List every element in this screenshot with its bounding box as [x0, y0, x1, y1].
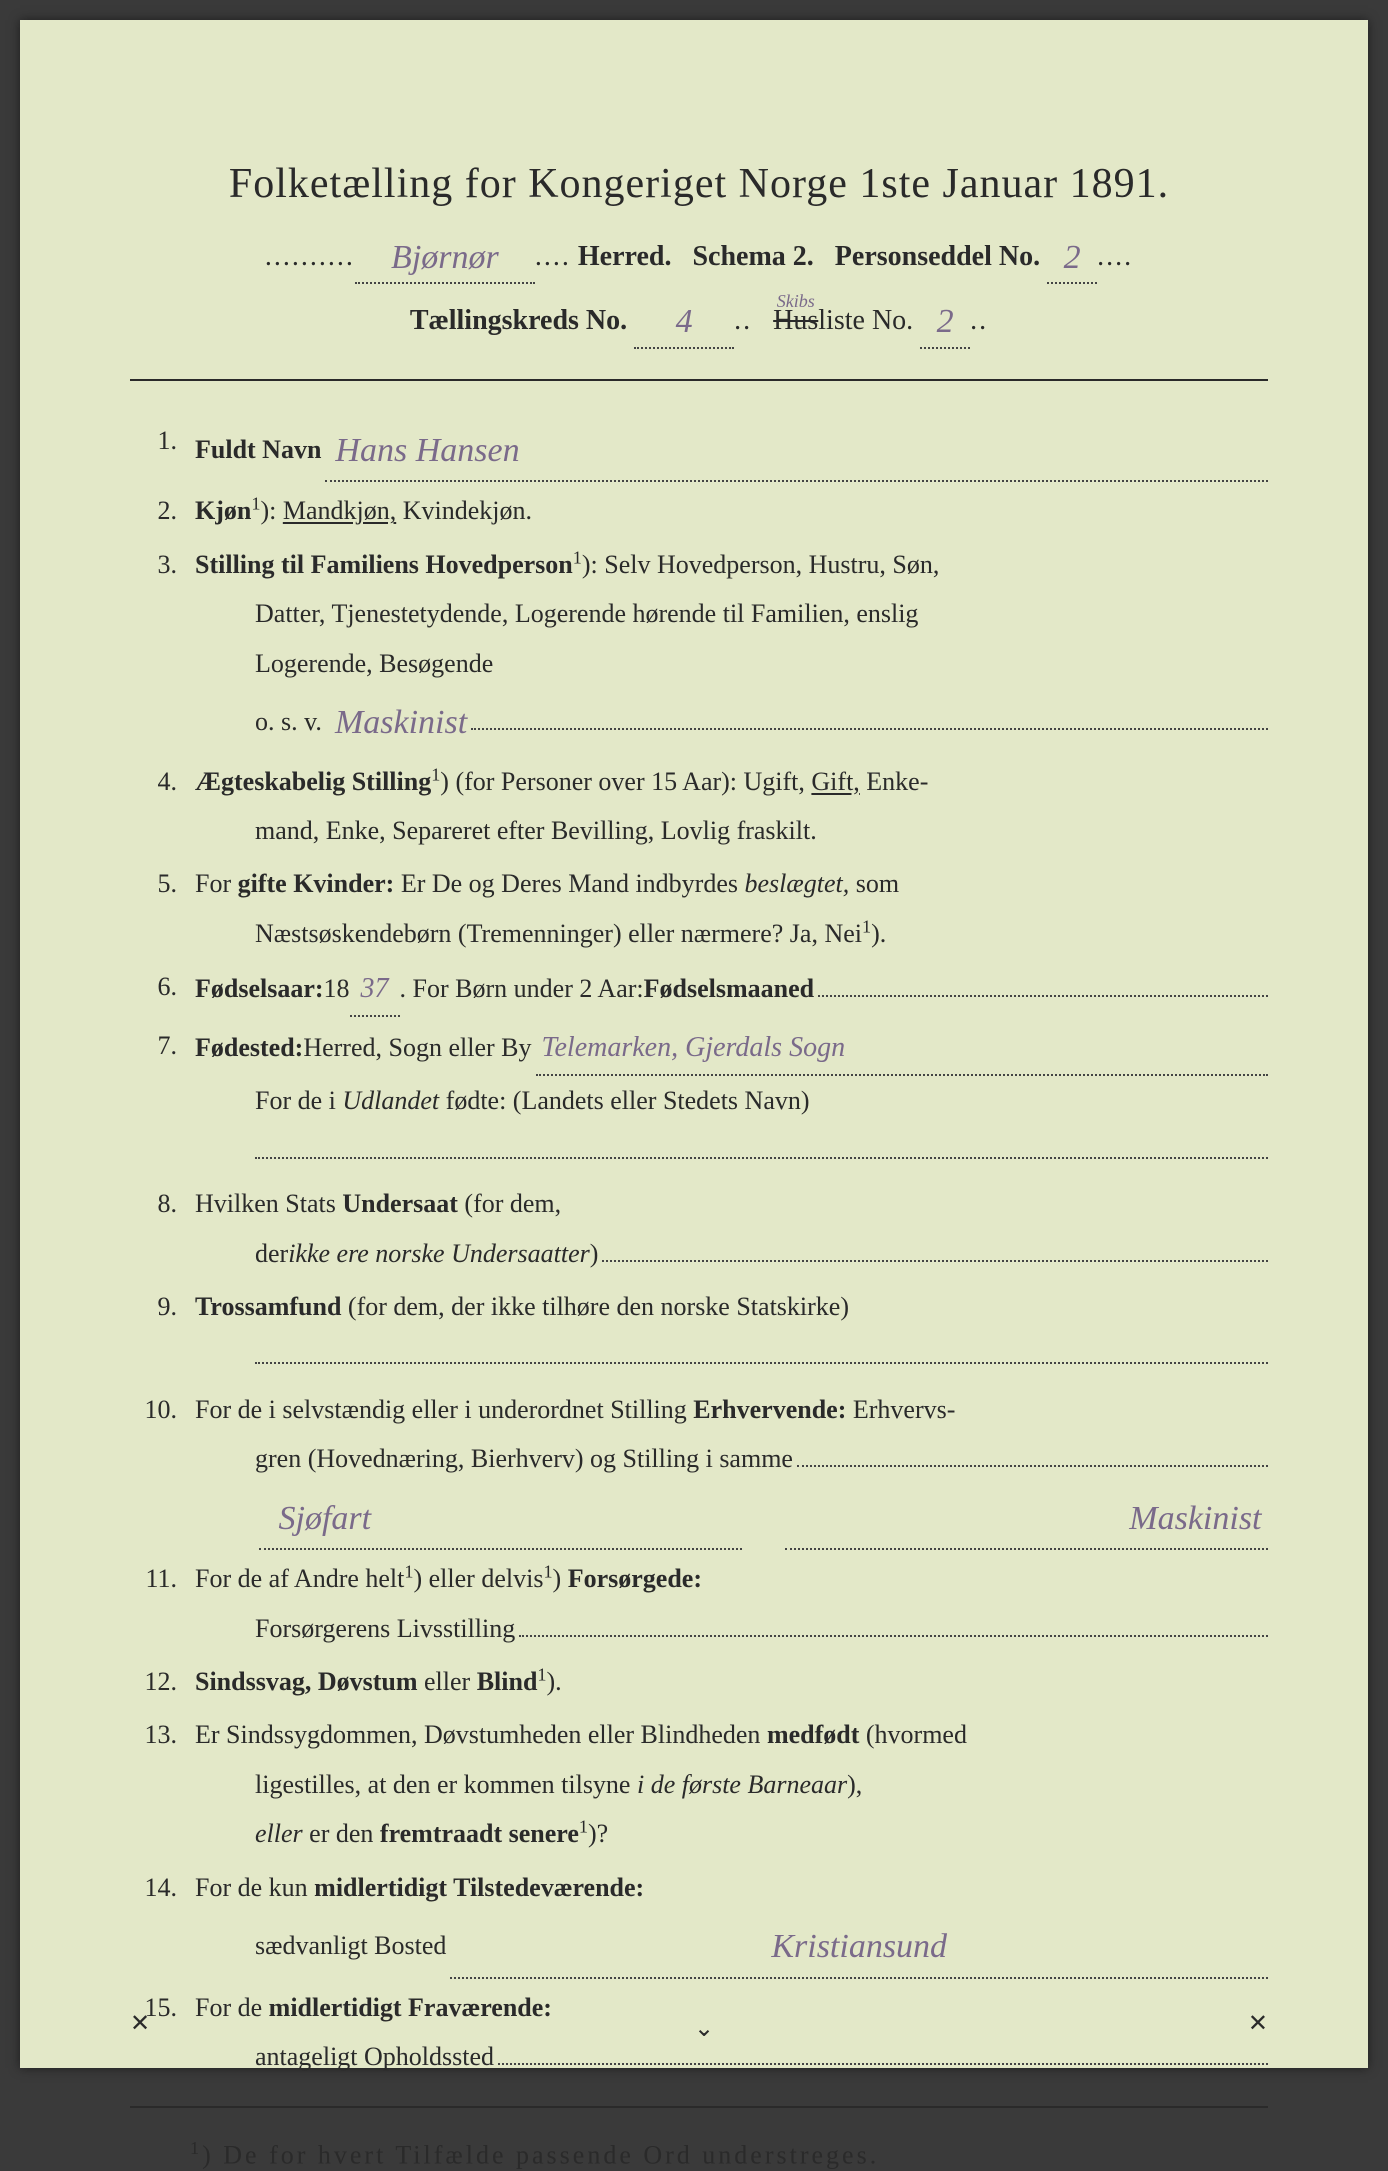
item-num: 13. — [140, 1710, 195, 1858]
item-num: 4. — [140, 757, 195, 856]
corner-mark-left: ✕ — [130, 2009, 150, 2038]
fuldt-navn-label: Fuldt Navn — [195, 425, 321, 474]
medfodt-label: medfødt — [767, 1720, 859, 1749]
item-content: Fødested: Herred, Sogn eller By Telemark… — [195, 1021, 1268, 1175]
personseddel-field: 2 — [1047, 228, 1097, 284]
item-num: 9. — [140, 1282, 195, 1381]
item-content: Stilling til Familiens Hovedperson1): Se… — [195, 540, 1268, 753]
item-11: 11. For de af Andre helt1) eller delvis1… — [140, 1554, 1268, 1653]
gifte-kvinder-label: gifte Kvinder: — [238, 869, 395, 898]
item-num: 7. — [140, 1021, 195, 1175]
item-4: 4. Ægteskabelig Stilling1) (for Personer… — [140, 757, 1268, 856]
stilling-label: Stilling til Familiens Hovedperson — [195, 550, 573, 579]
forsorgede-label: Forsørgede: — [568, 1564, 702, 1593]
item-num: 6. — [140, 962, 195, 1017]
kreds-field: 4 — [634, 292, 734, 348]
item-content: For de i selvstændig eller i underordnet… — [195, 1385, 1268, 1550]
item-13: 13. Er Sindssygdommen, Døvstumheden elle… — [140, 1710, 1268, 1858]
footnote: 1) De for hvert Tilfælde passende Ord un… — [130, 2138, 1268, 2171]
fravaerende-label: midlertidigt Fraværende: — [269, 1993, 552, 2022]
erhverv-value-b: Maskinist — [1129, 1500, 1261, 1537]
item-content: For de midlertidigt Fraværende: antageli… — [195, 1983, 1268, 2082]
item-3: 3. Stilling til Familiens Hovedperson1):… — [140, 540, 1268, 753]
herred-field: Bjørnør — [355, 228, 535, 284]
item-7: 7. Fødested: Herred, Sogn eller By Telem… — [140, 1021, 1268, 1175]
item-8: 8. Hvilken Stats Undersaat (for dem, der… — [140, 1179, 1268, 1278]
item-num: 11. — [140, 1554, 195, 1653]
fodselsaar-label: Fødselsaar: — [195, 964, 324, 1013]
corner-mark-right: ✕ — [1248, 2009, 1268, 2038]
kvindekjon-option: Kvindekjøn. — [396, 496, 532, 525]
item-content: Hvilken Stats Undersaat (for dem, der ik… — [195, 1179, 1268, 1278]
item-content: Er Sindssygdommen, Døvstumheden eller Bl… — [195, 1710, 1268, 1858]
item-1: 1. Fuldt Navn Hans Hansen — [140, 416, 1268, 483]
liste-label: liste No. — [818, 305, 913, 336]
fodested-field: Telemarken, Gjerdals Sogn — [536, 1021, 1269, 1076]
herred-label: Herred. — [578, 241, 672, 272]
aegteskab-label: Ægteskabelig Stilling — [195, 767, 431, 796]
item-5: 5. For gifte Kvinder: Er De og Deres Man… — [140, 859, 1268, 958]
item-num: 14. — [140, 1863, 195, 1979]
item-content: For gifte Kvinder: Er De og Deres Mand i… — [195, 859, 1268, 958]
header-line-2: Tællingskreds No. 4.. Skibs Husliste No.… — [130, 292, 1268, 348]
kreds-label: Tællingskreds No. — [410, 305, 627, 336]
item-num: 2. — [140, 486, 195, 535]
item-content: Ægteskabelig Stilling1) (for Personer ov… — [195, 757, 1268, 856]
erhvervende-label: Erhvervende: — [693, 1395, 846, 1424]
item-num: 5. — [140, 859, 195, 958]
item-2: 2. Kjøn1): Mandkjøn, Kvindekjøn. — [140, 486, 1268, 535]
item-content: For de af Andre helt1) eller delvis1) Fo… — [195, 1554, 1268, 1653]
header-line-1: ..........Bjørnør.... Herred. Schema 2. … — [130, 228, 1268, 284]
item-num: 3. — [140, 540, 195, 753]
kjon-label: Kjøn — [195, 496, 251, 525]
item-12: 12. Sindssvag, Døvstum eller Blind1). — [140, 1657, 1268, 1706]
stilling-value: Maskinist — [335, 691, 467, 756]
gift-option: Gift, — [811, 767, 859, 796]
divider-top — [130, 379, 1268, 381]
liste-field: 2 — [920, 292, 970, 348]
item-num: 10. — [140, 1385, 195, 1550]
personseddel-label: Personseddel No. — [835, 241, 1040, 272]
undersaat-label: Undersaat — [342, 1189, 458, 1218]
corner-mark-center: ⌄ — [694, 2014, 714, 2043]
item-content: Fødselsaar: 1837. For Børn under 2 Aar: … — [195, 962, 1268, 1017]
fodested-label: Fødested: — [195, 1023, 303, 1072]
document-page: Folketælling for Kongeriget Norge 1ste J… — [20, 20, 1368, 2068]
items-list: 1. Fuldt Navn Hans Hansen 2. Kjøn1): Man… — [130, 416, 1268, 2082]
item-num: 12. — [140, 1657, 195, 1706]
item-content: Fuldt Navn Hans Hansen — [195, 416, 1268, 483]
item-num: 8. — [140, 1179, 195, 1278]
trossamfund-label: Trossamfund — [195, 1292, 341, 1321]
item-6: 6. Fødselsaar: 1837. For Børn under 2 Aa… — [140, 962, 1268, 1017]
content-area: Folketælling for Kongeriget Norge 1ste J… — [130, 80, 1268, 2171]
item-10: 10. For de i selvstændig eller i underor… — [140, 1385, 1268, 1550]
fodselsaar-field: 37 — [350, 962, 400, 1017]
fodselsmaaned-label: Fødselsmaaned — [644, 964, 814, 1013]
item-num: 1. — [140, 416, 195, 483]
bosted-field: Kristiansund — [450, 1912, 1268, 1979]
item-9: 9. Trossamfund (for dem, der ikke tilhør… — [140, 1282, 1268, 1381]
page-title: Folketælling for Kongeriget Norge 1ste J… — [130, 160, 1268, 208]
liste-prefix: Skibs Hus — [773, 305, 818, 336]
item-content: Trossamfund (for dem, der ikke tilhøre d… — [195, 1282, 1268, 1381]
liste-above-text: Skibs — [777, 287, 815, 316]
mandkjon-option: Mandkjøn, — [283, 496, 396, 525]
schema-label: Schema 2. — [692, 241, 813, 272]
navn-field: Hans Hansen — [325, 416, 1268, 483]
erhverv-value-a: Sjøfart — [279, 1500, 372, 1537]
item-content: Sindssvag, Døvstum eller Blind1). — [195, 1657, 1268, 1706]
item-14: 14. For de kun midlertidigt Tilstedevære… — [140, 1863, 1268, 1979]
item-content: Kjøn1): Mandkjøn, Kvindekjøn. — [195, 486, 1268, 535]
sindssvag-label: Sindssvag, Døvstum — [195, 1667, 418, 1696]
item-content: For de kun midlertidigt Tilstedeværende:… — [195, 1863, 1268, 1979]
divider-bottom — [130, 2106, 1268, 2108]
tilstedevaerende-label: midlertidigt Tilstedeværende: — [314, 1873, 644, 1902]
